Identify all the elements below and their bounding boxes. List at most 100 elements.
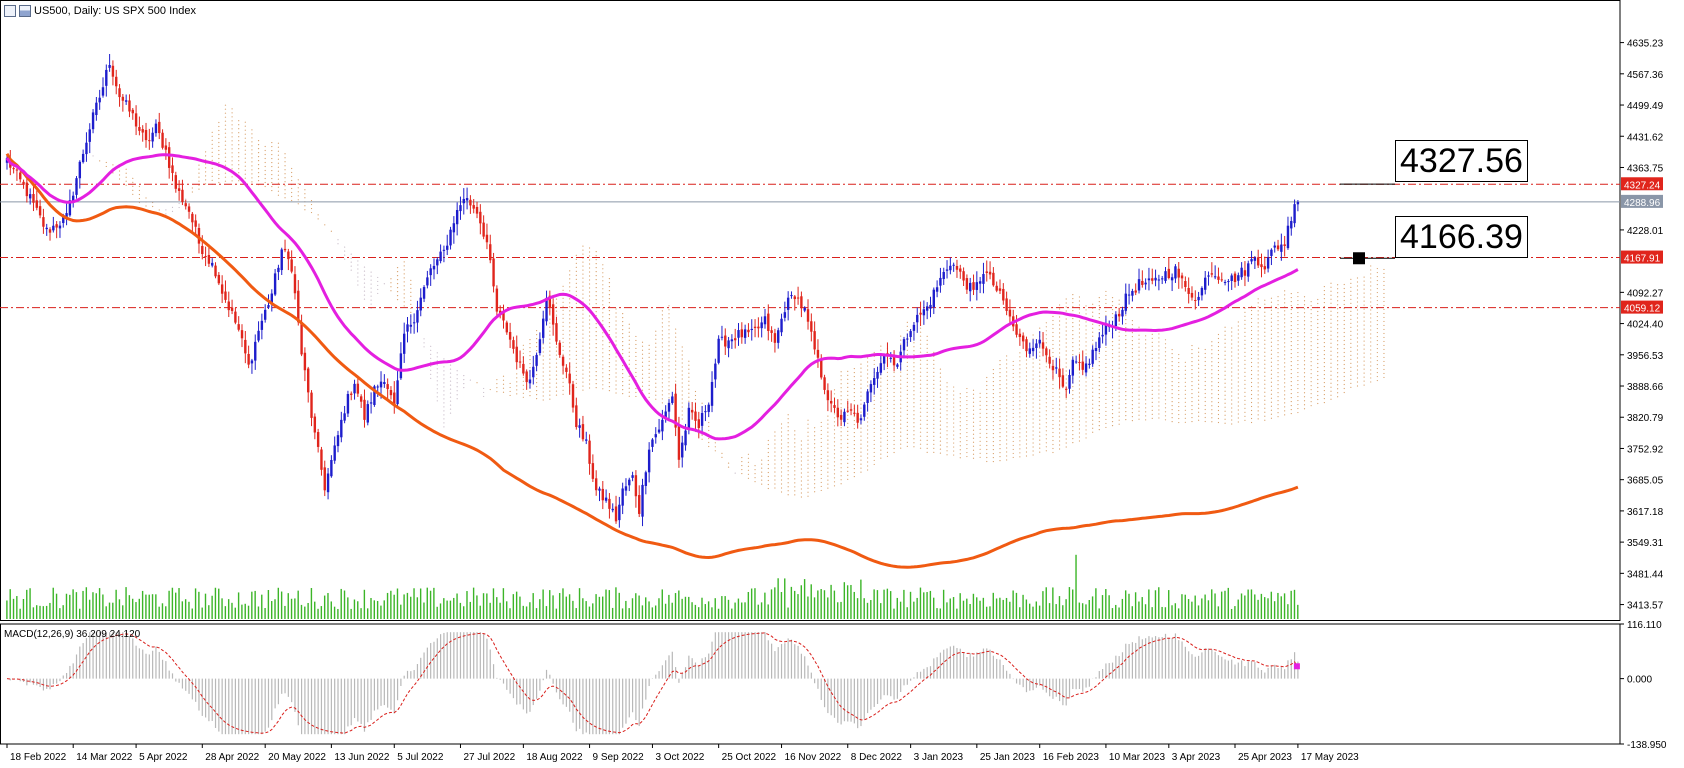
candle-body — [436, 259, 439, 266]
candle — [495, 285, 499, 318]
candle-body — [565, 367, 568, 372]
volume-bar — [161, 603, 164, 619]
candle-body — [379, 381, 383, 388]
candle — [591, 454, 595, 483]
candle — [700, 406, 704, 435]
candle — [214, 262, 217, 279]
candle — [833, 397, 836, 413]
volume-bar — [694, 604, 697, 619]
y-tick-label: 4024.40 — [1627, 320, 1664, 331]
annotation-label-lower[interactable]: 4166.39 — [1395, 216, 1528, 258]
candle — [1104, 315, 1108, 346]
candle — [879, 353, 883, 376]
volume-bar — [618, 592, 620, 619]
volume-bar — [850, 584, 852, 619]
volume-bar — [6, 600, 8, 619]
candle — [91, 109, 95, 134]
volume-bar — [1121, 598, 1124, 619]
candle-body — [300, 322, 303, 355]
volume-bar — [112, 602, 114, 619]
volume-bar — [568, 594, 571, 619]
chart-window-icon[interactable] — [4, 5, 16, 17]
candle-body — [1031, 347, 1035, 352]
volume-bar — [860, 579, 862, 619]
candle-body — [1144, 282, 1147, 285]
volume-bar — [711, 607, 713, 619]
volume-bar — [899, 601, 902, 619]
volume-bar — [1124, 590, 1127, 619]
volume-bar — [588, 606, 591, 619]
candle — [389, 386, 393, 400]
candle — [121, 93, 125, 112]
volume-bar — [608, 590, 611, 619]
candle-body — [935, 287, 939, 292]
candle-body — [849, 409, 853, 411]
candle-body — [1081, 361, 1084, 370]
candle — [1134, 283, 1137, 296]
volume-bar — [688, 596, 690, 619]
volume-bar — [946, 602, 948, 619]
volume-bar — [42, 606, 45, 619]
volume-bar — [1144, 604, 1147, 619]
volume-bar — [65, 593, 68, 619]
candle — [1290, 216, 1293, 236]
volume-bar — [926, 592, 928, 619]
candle-body — [214, 265, 217, 277]
volume-bar — [310, 588, 313, 619]
candle-body — [724, 335, 727, 347]
price-tag-label: 4288.96 — [1624, 198, 1661, 209]
candle — [992, 267, 995, 287]
chart-properties-icon[interactable] — [19, 5, 31, 17]
candle — [1101, 323, 1104, 344]
candle-body — [283, 248, 287, 251]
volume-bar — [108, 602, 111, 619]
candle — [512, 336, 515, 354]
volume-bar — [227, 599, 230, 619]
candle — [75, 176, 78, 199]
volume-bar — [423, 602, 425, 619]
volume-bar — [542, 589, 544, 619]
volume-bar — [959, 593, 961, 619]
candle — [780, 313, 783, 337]
candle — [1065, 386, 1068, 398]
candle-body — [558, 342, 561, 355]
candle-body — [657, 429, 661, 433]
annotation-label-upper[interactable]: 4327.56 — [1395, 140, 1528, 182]
volume-bar — [645, 597, 647, 619]
volume-bar — [1105, 589, 1107, 619]
candle-body — [816, 349, 820, 358]
candle-body — [972, 282, 975, 290]
x-tick-label: 5 Apr 2022 — [139, 752, 188, 763]
volume-bar — [631, 598, 634, 619]
candle — [260, 313, 264, 340]
x-tick-label: 9 Sep 2022 — [593, 752, 645, 763]
candle — [502, 304, 505, 329]
volume-bar — [674, 593, 677, 619]
candle — [48, 227, 52, 241]
candle-body — [889, 357, 892, 359]
volume-bar — [436, 606, 438, 619]
volume-bar — [661, 589, 663, 619]
candle-body — [1018, 333, 1022, 337]
candle — [657, 418, 661, 434]
candle — [902, 336, 906, 359]
volume-bar — [261, 594, 263, 619]
candle — [343, 405, 346, 424]
candle — [694, 402, 697, 431]
candle-body — [949, 265, 952, 271]
candle-body — [601, 488, 604, 501]
candle-body — [939, 277, 942, 286]
candle — [1227, 279, 1230, 292]
volume-bar — [145, 594, 147, 619]
volume-bar — [1171, 605, 1173, 619]
candle-body — [839, 414, 843, 420]
candle — [177, 180, 181, 201]
volume-bar — [489, 602, 491, 619]
volume-bar — [1247, 589, 1249, 619]
candle-body — [770, 330, 773, 333]
y-tick-label: 3820.79 — [1627, 413, 1664, 424]
volume-bar — [32, 607, 35, 619]
candle — [916, 307, 919, 333]
candle — [449, 226, 452, 250]
